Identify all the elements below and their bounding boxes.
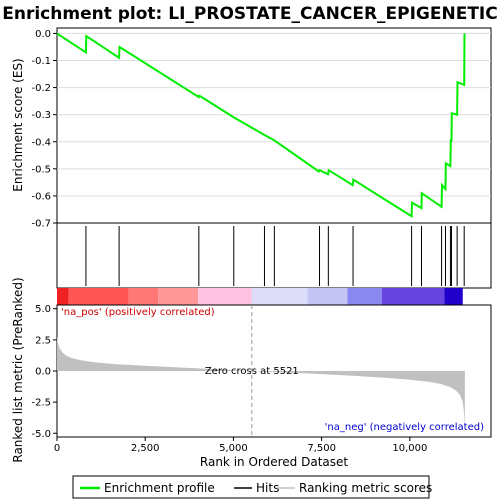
es-y-tick-label: -0.5	[31, 164, 51, 175]
enrichment-panel: 0.0 -0.1 -0.2 -0.3 -0.4 -0.5 -0.6 -0.7 Enrichme…	[11, 27, 492, 230]
negative-correlation-label: 'na_neg' (negatively correlated)	[325, 422, 484, 433]
chart-title: Enrichment plot: LI_PROSTATE_CANCER_EPIG…	[2, 4, 497, 24]
rank-color-bar	[57, 288, 463, 305]
hits-panel	[56, 222, 492, 289]
es-y-tick-label: -0.3	[31, 110, 51, 121]
legend-hits-label: Hits	[256, 481, 279, 495]
color-bar-segment	[198, 288, 252, 305]
x-axis-label: Rank in Ordered Dataset	[200, 455, 348, 469]
enrichment-panel-frame	[56, 27, 492, 224]
legend-metric-label: Ranking metric scores	[299, 481, 432, 495]
x-tick-label: 7,500	[307, 443, 336, 454]
es-y-tick-label: 0.0	[35, 29, 51, 40]
color-bar-segment	[158, 288, 199, 305]
x-tick-label: 5,000	[219, 443, 248, 454]
x-tick-label: 10,000	[392, 443, 427, 454]
x-tick-label: 2,500	[131, 443, 160, 454]
metric-x-ticks: 0 2,500 5,000 7,500 10,000	[54, 437, 427, 454]
color-bar-segment	[128, 288, 159, 305]
legend-enrichment-label: Enrichment profile	[104, 481, 215, 495]
es-y-tick-label: -0.2	[31, 83, 51, 94]
color-bar-segment	[444, 288, 463, 305]
x-tick-label: 0	[54, 443, 60, 454]
enrichment-profile-line	[56, 32, 466, 218]
es-y-tick-label: -0.6	[31, 191, 51, 202]
metric-y-tick-label: 2.5	[35, 335, 51, 346]
es-gridlines	[57, 32, 491, 224]
es-y-ticks: 0.0 -0.1 -0.2 -0.3 -0.4 -0.5 -0.6 -0.7	[31, 29, 57, 230]
metric-panel: 5.0 2.5 0.0 -2.5 -5.0 0 2,500 5,000 7,500 10,000…	[11, 277, 492, 469]
es-y-tick-label: -0.1	[31, 56, 51, 67]
color-bar-segment	[347, 288, 382, 305]
es-y-tick-label: -0.4	[31, 137, 51, 148]
zero-cross-label: Zero cross at 5521	[205, 366, 299, 377]
metric-y-tick-label: -5.0	[31, 429, 51, 440]
es-y-axis-label: Enrichment score (ES)	[11, 58, 25, 191]
legend-box	[72, 475, 430, 499]
color-bar-segment	[68, 288, 129, 305]
metric-y-tick-label: 0.0	[35, 367, 51, 378]
color-bar-segment	[251, 288, 308, 305]
color-bar-segment	[57, 288, 69, 305]
color-bar-segment	[381, 288, 445, 305]
positive-correlation-label: 'na_pos' (positively correlated)	[61, 307, 215, 318]
es-y-tick-label: -0.7	[31, 219, 51, 230]
metric-y-tick-label: 5.0	[35, 304, 51, 315]
color-bar-segment	[307, 288, 348, 305]
metric-y-ticks: 5.0 2.5 0.0 -2.5 -5.0	[31, 304, 57, 440]
metric-y-tick-label: -2.5	[31, 398, 51, 409]
hit-markers	[85, 226, 465, 286]
metric-y-axis-label: Ranked list metric (PreRanked)	[11, 277, 25, 462]
legend: Enrichment profile Hits Ranking metric s…	[72, 475, 432, 499]
